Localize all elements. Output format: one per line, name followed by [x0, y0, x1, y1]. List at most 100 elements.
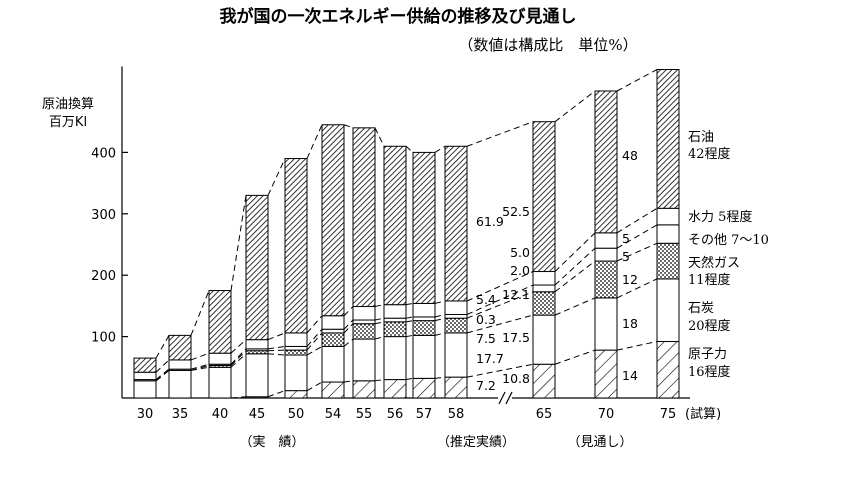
x-tick-label-40: 40 [212, 407, 229, 422]
axis-break-mark [498, 391, 513, 405]
y-tick-label-300: 300 [91, 208, 116, 223]
period-actual: （実 績） [239, 434, 304, 450]
bar-75-水力 [656, 207, 680, 226]
bar-50-その他 [284, 345, 308, 351]
bar-57-石炭 [412, 334, 436, 379]
bar-55-その他 [352, 319, 376, 325]
label-70-0: 14 [622, 368, 638, 383]
legend-原子力-line1: 原子力 [688, 347, 727, 362]
bar-65-石油 [532, 121, 556, 273]
bar-30-水力 [133, 371, 157, 381]
bar-35-石油 [168, 334, 192, 361]
bar-58-石油 [444, 145, 468, 302]
bar-50-石炭 [284, 354, 308, 392]
bar-45-石炭 [245, 353, 269, 398]
x-tick-label-57: 57 [416, 407, 433, 422]
bar-54-原子力 [321, 381, 345, 399]
x-tick-label-70: 70 [598, 407, 615, 422]
bar-56-石油 [383, 145, 407, 306]
label-70-1: 18 [622, 316, 638, 331]
label-65-5: 52.5 [502, 204, 530, 219]
bar-55-原子力 [352, 380, 376, 399]
legend-石油-line2: 42程度 [688, 146, 731, 162]
label-70-2: 12 [622, 272, 638, 287]
connector-石炭 [155, 278, 658, 382]
bar-70-石油 [594, 90, 618, 234]
bar-40-石炭 [208, 366, 232, 399]
bar-56-水力 [383, 304, 407, 319]
bar-45-石油 [245, 194, 269, 341]
bar-57-原子力 [412, 377, 436, 399]
label-58-0: 7.2 [476, 378, 496, 393]
bar-75-石炭 [656, 278, 680, 343]
y-tick-label-400: 400 [91, 146, 116, 161]
bar-75-原子力 [656, 341, 680, 399]
bar-75-天然ガス [656, 242, 680, 280]
x-axis-suffix: (試算) [685, 406, 721, 422]
y-axis-label-line1: 原油換算 [42, 97, 94, 112]
bar-70-その他 [594, 247, 618, 262]
label-65-0: 10.8 [502, 371, 530, 386]
bar-56-原子力 [383, 379, 407, 399]
label-58-3: 0.3 [476, 312, 496, 327]
bar-65-水力 [532, 271, 556, 286]
legend-石炭-line1: 石炭 [688, 301, 714, 316]
connector-石油 [155, 69, 658, 359]
bar-40-水力 [208, 352, 232, 365]
label-70-3: 5 [622, 249, 630, 264]
label-70-5: 48 [622, 148, 638, 163]
bar-57-天然ガス [412, 320, 436, 336]
bar-54-石油 [321, 124, 345, 317]
chart-title: 我が国の一次エネルギー供給の推移及び見通し [220, 6, 577, 27]
x-tick-label-56: 56 [387, 407, 404, 422]
connector-水力 [155, 207, 658, 373]
bar-56-その他 [383, 317, 407, 323]
bar-65-天然ガス [532, 291, 556, 316]
bar-35-水力 [168, 359, 192, 370]
bar-56-天然ガス [383, 321, 407, 338]
bar-40-石油 [208, 290, 232, 354]
label-58-2: 7.5 [476, 331, 496, 346]
connector-lines [155, 69, 658, 399]
bar-50-原子力 [284, 390, 308, 399]
bar-30-石炭 [133, 380, 157, 399]
bar-50-石油 [284, 158, 308, 334]
bar-50-天然ガス [284, 349, 308, 356]
bar-54-天然ガス [321, 332, 345, 347]
label-58-5: 61.9 [476, 214, 504, 229]
legend-天然ガス-line1: 天然ガス [688, 255, 740, 271]
bars-layer [133, 69, 680, 399]
legend-天然ガス-line2: 11程度 [688, 272, 731, 288]
bar-54-石炭 [321, 345, 345, 383]
x-tick-label-65: 65 [536, 407, 553, 422]
x-tick-label-55: 55 [356, 407, 373, 422]
label-70-4: 5 [622, 231, 630, 246]
legend-石炭-line2: 20程度 [688, 318, 731, 334]
bar-55-石油 [352, 127, 376, 308]
bar-75-石油 [656, 69, 680, 209]
legend-水力-line1: 水力 5程度 [688, 209, 752, 225]
bar-57-水力 [412, 302, 436, 318]
x-tick-label-75: 75 [660, 407, 677, 422]
bar-30-石油 [133, 357, 157, 373]
label-65-3: 2.0 [510, 263, 530, 278]
legend-原子力-line2: 16程度 [688, 364, 731, 380]
label-58-4: 5.4 [476, 292, 496, 307]
bar-57-その他 [412, 316, 436, 322]
x-tick-label-54: 54 [325, 407, 342, 422]
bar-58-石炭 [444, 332, 468, 378]
y-tick-label-200: 200 [91, 269, 116, 284]
data-labels: 61.9 5.4 0.3 7.5 17.7 7.2 52.5 5.0 2.0 12.1 17.5 10… [476, 148, 638, 393]
chart-subtitle: （数値は構成比 単位%） [458, 36, 637, 54]
label-65-4: 5.0 [510, 245, 530, 260]
x-tick-label-35: 35 [172, 407, 189, 422]
legend-その他-line1: その他 7～10 [688, 233, 769, 248]
bar-70-石炭 [594, 297, 618, 351]
bar-70-原子力 [594, 349, 618, 399]
bar-50-水力 [284, 332, 308, 347]
connector-天然ガス [155, 242, 658, 382]
connector-原子力 [230, 341, 658, 399]
